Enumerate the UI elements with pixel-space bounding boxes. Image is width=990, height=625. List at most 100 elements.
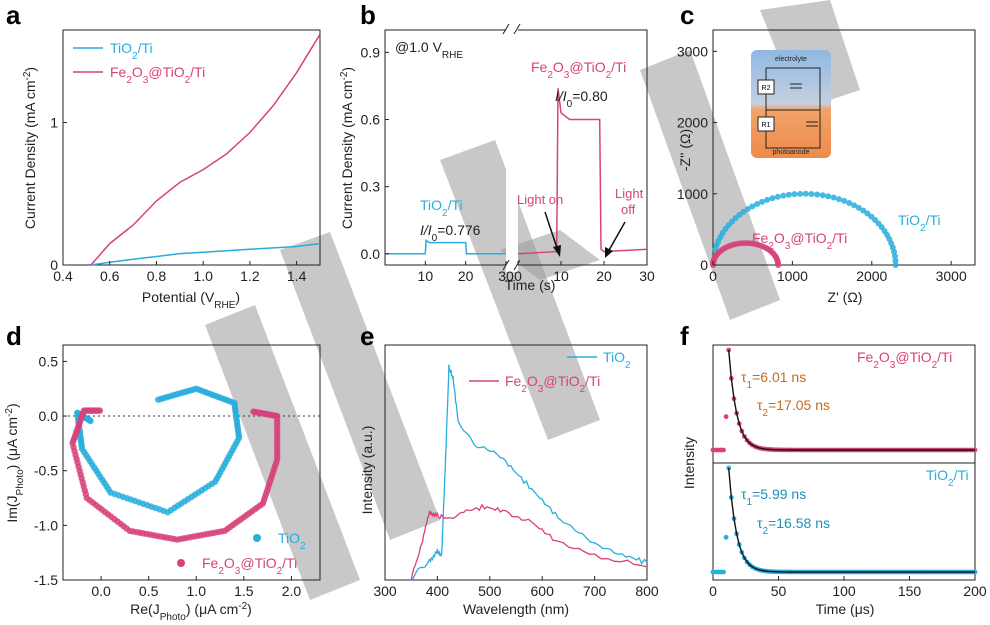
data-point-tio2 bbox=[835, 196, 842, 203]
x-tick-label: 1000 bbox=[777, 268, 808, 284]
plot-frame bbox=[384, 344, 648, 581]
data-point-tio2 bbox=[774, 193, 781, 200]
tau1-fe2o3: τ1=6.01 ns bbox=[741, 369, 806, 391]
panel-c: electrolyte photoanode R2 R1 0 1000 2000 30… bbox=[677, 29, 976, 305]
x-tick-label: 100 bbox=[832, 583, 856, 599]
data-point-tio2 bbox=[830, 194, 837, 201]
data-point-tio2 bbox=[736, 211, 743, 218]
data-point-fe2o3 bbox=[775, 262, 782, 268]
x-axis-label: Potential (VRHE) bbox=[142, 289, 240, 311]
legend-label-fe2o3: Fe2O3@TiO2/Ti bbox=[505, 373, 600, 395]
data-point-tio2 bbox=[740, 208, 747, 215]
series-line-tio2 bbox=[385, 239, 506, 255]
axis-break-gap bbox=[506, 22, 518, 272]
data-point-tio2 bbox=[841, 197, 848, 204]
data-point-tio2 bbox=[759, 198, 766, 205]
panel-label-f: f bbox=[680, 321, 689, 351]
y-tick-label: -0.5 bbox=[34, 463, 58, 479]
data-point-fe2o3 bbox=[723, 414, 729, 420]
x-tick-label: 0.5 bbox=[139, 583, 159, 599]
data-point-tio2 bbox=[769, 195, 776, 202]
legend-label-fe2o3: Fe2O3@TiO2/Ti bbox=[202, 555, 297, 577]
y-tick-label: 0.6 bbox=[361, 112, 381, 128]
x-tick-label: 800 bbox=[635, 583, 659, 599]
x-tick-label: 1.0 bbox=[187, 583, 207, 599]
plot-frame bbox=[62, 29, 321, 266]
series-line-fe2o3 bbox=[517, 88, 648, 255]
panel-label-b: b bbox=[360, 0, 376, 30]
light-on-arrow bbox=[544, 211, 559, 252]
equivalent-circuit-inset: electrolyte photoanode R2 R1 bbox=[751, 50, 831, 158]
data-point-tio2 bbox=[87, 417, 94, 425]
x-tick-label: 3000 bbox=[936, 268, 967, 284]
data-point-tio2 bbox=[814, 191, 821, 198]
data-point-tio2 bbox=[744, 206, 751, 213]
y-tick-label: 2000 bbox=[677, 115, 708, 131]
data-point-tio2 bbox=[860, 207, 867, 214]
series-line-tio2 bbox=[410, 364, 648, 581]
y-tick-label: 1 bbox=[50, 115, 58, 131]
y-tick-label: 0 bbox=[700, 257, 708, 273]
y-tick-label: 0.0 bbox=[39, 408, 59, 424]
axis-break-mark bbox=[513, 23, 521, 35]
light-off-label: Light bbox=[615, 186, 644, 201]
fit-line-fe2o3 bbox=[728, 349, 975, 451]
x-tick-label: 400 bbox=[426, 583, 450, 599]
light-off-arrowhead bbox=[605, 247, 613, 258]
tau1-tio2: τ1=5.99 ns bbox=[741, 486, 806, 508]
inset-photoanode-label: photoanode bbox=[773, 149, 810, 156]
data-point-tio2 bbox=[723, 534, 729, 540]
data-point-tio2 bbox=[780, 192, 787, 199]
x-tick-label: 600 bbox=[531, 583, 555, 599]
label-fe2o3: Fe2O3@TiO2/Ti bbox=[752, 230, 847, 252]
axis-break-mark bbox=[513, 259, 521, 271]
legend-label-tio2: TiO2 bbox=[278, 530, 306, 552]
y-axis-label: Current Density (mA cm-2) bbox=[339, 67, 356, 229]
y-tick-label: -1.5 bbox=[34, 572, 58, 588]
inset-r2 bbox=[757, 79, 775, 95]
y-tick-label: 0 bbox=[50, 257, 58, 273]
panel-e: 300 400 500 600 700 800 TiO2 Fe2O3@TiO2/Ti Wa… bbox=[359, 344, 659, 617]
inset-background bbox=[751, 50, 831, 158]
y-tick-label: 0.5 bbox=[39, 353, 59, 369]
y-axis-label: Im(JPhoto) (μA cm-2) bbox=[4, 403, 26, 522]
series-line-tio2 bbox=[90, 242, 321, 266]
light-on-label: Light on bbox=[517, 192, 563, 207]
x-tick-label: 1.2 bbox=[240, 268, 260, 284]
x-axis-label: Time (μs) bbox=[816, 601, 875, 617]
panel-a: 0.4 0.6 0.8 1.0 1.2 1.4 0 1 TiO2/Ti Fe2O3@TiO2/… bbox=[22, 29, 321, 311]
y-axis-label: Intensity (a.u.) bbox=[359, 426, 375, 515]
data-point-tio2 bbox=[764, 196, 771, 203]
inset-r1 bbox=[757, 116, 775, 132]
data-point-fe2o3 bbox=[96, 407, 104, 414]
y-tick-label: 3000 bbox=[677, 43, 708, 59]
x-tick-label: 20 bbox=[596, 268, 612, 284]
label-tio2: TiO2/Ti bbox=[420, 197, 463, 219]
x-tick-label: 150 bbox=[898, 583, 922, 599]
inset-electrolyte-label: electrolyte bbox=[775, 56, 807, 63]
x-tick-label: 30 bbox=[498, 268, 514, 284]
x-tick-label: 200 bbox=[963, 583, 987, 599]
data-point-tio2 bbox=[749, 203, 756, 210]
panel-f: 0 50 100 150 200 Fe2O3@TiO2/Ti τ1=6.01 ns τ2… bbox=[681, 344, 987, 617]
x-tick-label: 20 bbox=[458, 268, 474, 284]
panel-label-d: d bbox=[6, 321, 22, 351]
y-axis-label: -Z'' (Ω) bbox=[677, 129, 693, 171]
data-point-tio2 bbox=[797, 190, 804, 197]
inset-r2-label: R2 bbox=[762, 85, 771, 92]
x-tick-label: 0.0 bbox=[91, 583, 111, 599]
y-tick-label: 1000 bbox=[677, 186, 708, 202]
panel-label-a: a bbox=[6, 0, 21, 30]
series-line-fe2o3 bbox=[410, 503, 648, 581]
panel-d: 0.0 0.5 1.0 1.5 2.0 -1.5 -1.0 -0.5 0.0 0.5 TiO2 F… bbox=[4, 344, 321, 623]
ratio-tio2: I/I0=0.776 bbox=[420, 222, 481, 244]
legend-marker-tio2 bbox=[253, 534, 261, 542]
light-off-label: off bbox=[621, 202, 636, 217]
data-point-tio2 bbox=[721, 569, 726, 575]
label-tio2: TiO2/Ti bbox=[898, 212, 941, 234]
legend-marker-fe2o3 bbox=[177, 559, 185, 567]
data-point-tio2 bbox=[825, 193, 832, 200]
x-tick-label: 1.0 bbox=[193, 268, 213, 284]
label-fe2o3: Fe2O3@TiO2/Ti bbox=[531, 59, 626, 81]
label-fe2o3: Fe2O3@TiO2/Ti bbox=[857, 349, 952, 371]
